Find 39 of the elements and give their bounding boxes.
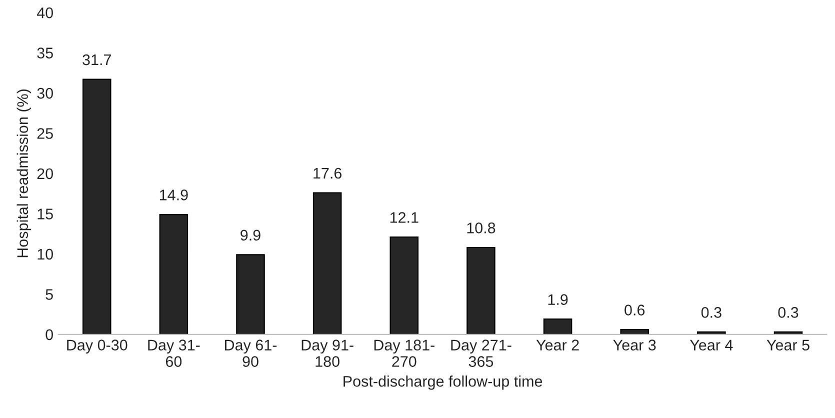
x-tick-label: Year 2 (536, 340, 579, 350)
y-tick-label: 35 (37, 48, 53, 58)
x-tick-label: Day 271- 365 (451, 340, 512, 367)
data-label: 14.9 (160, 190, 188, 200)
bar (466, 246, 496, 334)
y-tick-label: 10 (38, 248, 53, 260)
y-tick-label: 40 (36, 7, 53, 18)
bar (543, 318, 572, 334)
x-tick-label: Day 31- 60 (148, 340, 200, 367)
bar (312, 192, 342, 334)
bar (159, 214, 188, 334)
bar (620, 329, 649, 334)
x-tick-label: Year 3 (613, 340, 656, 350)
data-label: 1.9 (548, 294, 568, 305)
data-label: 12.1 (390, 212, 418, 223)
x-tick-label: Day 91- 180 (302, 340, 354, 367)
x-tick-label: Year 5 (766, 340, 810, 350)
data-label: 9.9 (240, 230, 260, 241)
data-label: 0.3 (778, 307, 798, 318)
bar (82, 78, 112, 334)
data-label: 31.7 (82, 54, 111, 66)
data-label: 0.6 (624, 304, 645, 316)
y-tick-label: 30 (37, 88, 53, 99)
data-label: 17.6 (314, 168, 342, 179)
bar (390, 236, 419, 334)
x-tick-label: Year 4 (690, 340, 733, 350)
y-tick-label: 5 (46, 289, 53, 300)
x-axis-title: Post-discharge follow-up time (344, 376, 542, 390)
data-label: 10.8 (467, 222, 496, 234)
x-tick-label: Day 181- 270 (374, 340, 434, 367)
x-tick-label: Day 61- 90 (225, 340, 277, 367)
bar (236, 254, 265, 334)
data-label: 0.3 (701, 307, 722, 318)
x-tick-label: Day 0-30 (67, 340, 128, 354)
y-axis-title: Hospital readmission (%) (16, 90, 32, 258)
y-tick-label: 25 (37, 128, 53, 139)
y-tick-label: 0 (46, 329, 53, 340)
y-tick-label: 20 (37, 168, 53, 180)
y-tick-label: 15 (38, 208, 53, 220)
